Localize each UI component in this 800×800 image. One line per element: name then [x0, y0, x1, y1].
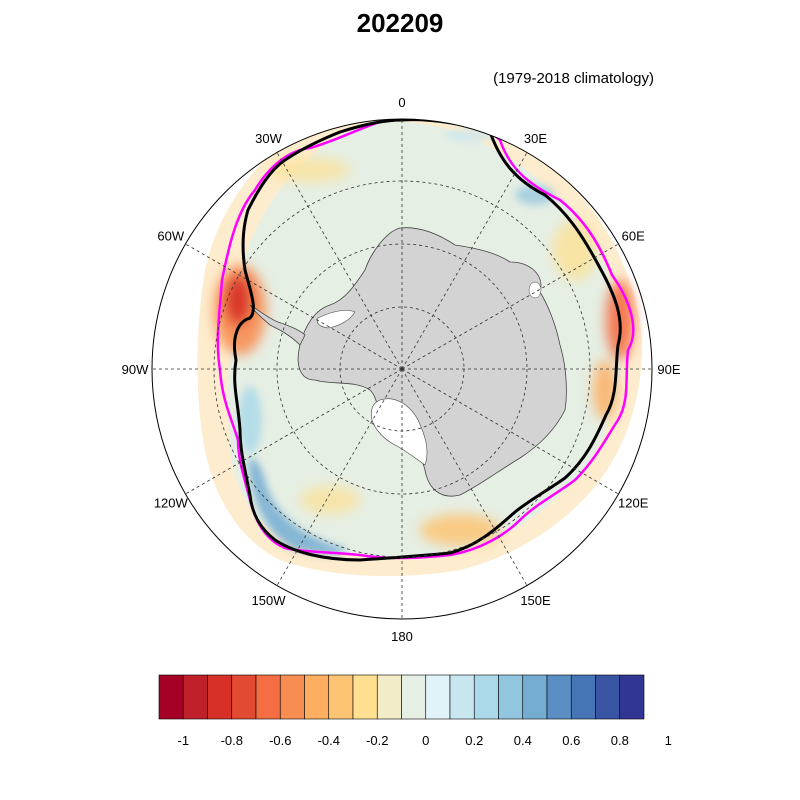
antarctica-land [297, 227, 567, 497]
longitude-label: 30W [255, 131, 282, 146]
longitude-label: 120W [154, 496, 189, 511]
longitude-label: 90W [122, 362, 149, 377]
colorbar-swatch [619, 674, 645, 720]
colorbar-tick-label: 0 [422, 733, 429, 748]
map-title: 202209 [356, 8, 444, 38]
longitude-label: 90E [657, 362, 680, 377]
colorbar-swatch [279, 674, 305, 720]
colorbar-tick-label: -1 [178, 733, 190, 748]
longitude-label: 60W [157, 229, 184, 244]
colorbar-swatch [425, 674, 451, 720]
colorbar-tick-label: 1 [665, 733, 672, 748]
colorbar-tick-label: 0.2 [465, 733, 483, 748]
anomaly-patch-north-cool [445, 129, 495, 141]
anomaly-patch-amundsen [248, 459, 346, 555]
colorbar [158, 674, 645, 720]
colorbar-swatch [207, 674, 233, 720]
graticule [152, 119, 652, 619]
climatology-subtitle: (1979-2018 climatology) [493, 70, 654, 87]
longitude-label: 60E [622, 229, 645, 244]
anomaly-patch-peninsula [224, 274, 252, 326]
colorbar-swatch [182, 674, 208, 720]
ross-ice-shelf [370, 398, 428, 466]
colorbar-tick-label: 0.6 [562, 733, 580, 748]
colorbar-swatch [449, 674, 475, 720]
colorbar-swatch [352, 674, 378, 720]
colorbar-tick-label: -0.8 [221, 733, 243, 748]
colorbar-swatch [304, 674, 330, 720]
current-ice-edge [233, 119, 622, 562]
anomaly-patch-north [270, 158, 350, 182]
anomaly-patch-ne [553, 220, 597, 280]
anomaly-patch-east-cool [515, 185, 555, 205]
latitude-circle-70s [276, 243, 528, 495]
longitude-label: 0 [398, 95, 405, 110]
colorbar-swatch [401, 674, 427, 720]
colorbar-swatch [473, 674, 499, 720]
anomaly-patch-bellingshausen [238, 386, 262, 454]
colorbar-tick-label: 0.4 [514, 733, 532, 748]
colorbar-tick-label: -0.6 [269, 733, 291, 748]
colorbar-tick-label: 0.8 [611, 733, 629, 748]
colorbar-tick-label: -0.2 [366, 733, 388, 748]
colorbar-swatch [255, 674, 281, 720]
anomaly-patch-sw [300, 486, 360, 514]
colorbar-swatch [328, 674, 354, 720]
antarctic-peninsula [249, 304, 306, 346]
map-border [151, 118, 653, 620]
colorbar-swatch [546, 674, 572, 720]
weddell-ice-shelf [316, 310, 356, 329]
climatology-ice-edge [216, 119, 635, 560]
longitude-label: 30E [524, 131, 547, 146]
anomaly-patch-ross [420, 514, 500, 546]
longitude-label: 120E [618, 496, 649, 511]
colorbar-swatch [498, 674, 524, 720]
colorbar-tick-label: -0.4 [318, 733, 340, 748]
longitude-label: 150E [520, 593, 551, 608]
colorbar-swatch [570, 674, 596, 720]
colorbar-swatch [376, 674, 402, 720]
colorbar-swatch [522, 674, 548, 720]
colorbar-swatch [231, 674, 257, 720]
colorbar-swatch [595, 674, 621, 720]
colorbar-swatch [158, 674, 184, 720]
longitude-label: 180 [391, 629, 413, 644]
longitude-label: 150W [252, 593, 287, 608]
